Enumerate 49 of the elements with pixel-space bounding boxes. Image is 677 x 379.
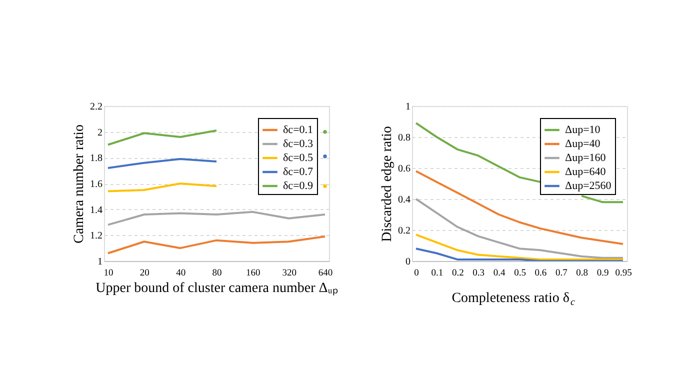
x-tick-label: 0.2 (452, 268, 464, 278)
legend-label: δc=0.7 (283, 166, 314, 178)
y-tick-label: 1 (98, 256, 102, 268)
legend-label: Δup=640 (565, 166, 606, 178)
y-axis-title: Camera number ratio (72, 124, 87, 244)
x-tick-label: 0.3 (472, 268, 485, 278)
x-tick-label: 0.7 (555, 268, 568, 278)
x-tick-label: 20 (140, 268, 150, 278)
x-tick-label: 0.9 (596, 268, 609, 278)
line-series (415, 248, 624, 261)
x-tick-label: 40 (176, 268, 186, 278)
legend-label: Δup=160 (565, 152, 606, 164)
x-tick-label: 10 (104, 268, 114, 278)
y-tick-label: 0.4 (398, 194, 410, 206)
legend-label: Δup=2560 (565, 180, 612, 192)
y-axis-title: Discarded edge ratio (380, 126, 395, 242)
legend-label: δc=0.5 (283, 152, 314, 164)
x-tick-label: 0.8 (576, 268, 588, 278)
legend-label: δc=0.9 (283, 180, 314, 192)
x-tick-label: 320 (282, 268, 297, 278)
y-tick-label: 0.6 (398, 164, 410, 174)
line-series (107, 210, 326, 226)
legend-label: δc=0.3 (283, 138, 314, 150)
y-tick-label: 2.2 (90, 102, 102, 112)
legend-label: Δup=10 (565, 124, 601, 136)
y-tick-label: 0.8 (398, 132, 410, 144)
x-tick-label: 80 (212, 268, 222, 278)
legend-label: Δup=40 (565, 138, 601, 150)
legend-label: δc=0.1 (283, 124, 314, 136)
y-tick-label: 1.2 (90, 230, 102, 242)
y-tick-label: 1.4 (90, 204, 102, 216)
x-tick-label: 0 (414, 268, 420, 278)
y-tick-label: 0 (406, 256, 410, 268)
y-tick-label: 1.6 (90, 179, 102, 190)
x-axis-title: Upper bound of cluster camera number Δᵤₚ (96, 281, 338, 296)
x-tick-label: 0.4 (493, 268, 506, 278)
line-series (107, 235, 326, 254)
line-series (415, 234, 624, 260)
x-tick-label: 160 (246, 268, 261, 278)
x-tick-label: 0.5 (514, 268, 526, 278)
x-tick-label: 0.1 (431, 268, 444, 278)
x-tick-label: 0.6 (534, 268, 547, 278)
line-series (415, 198, 624, 259)
y-tick-label: 0.2 (398, 226, 410, 236)
y-tick-label: 2 (98, 127, 102, 138)
x-tick-label: 0.95 (615, 268, 632, 278)
y-tick-label: 1 (406, 102, 410, 112)
y-tick-label: 1.8 (90, 153, 102, 164)
x-tick-label: 640 (318, 268, 333, 278)
